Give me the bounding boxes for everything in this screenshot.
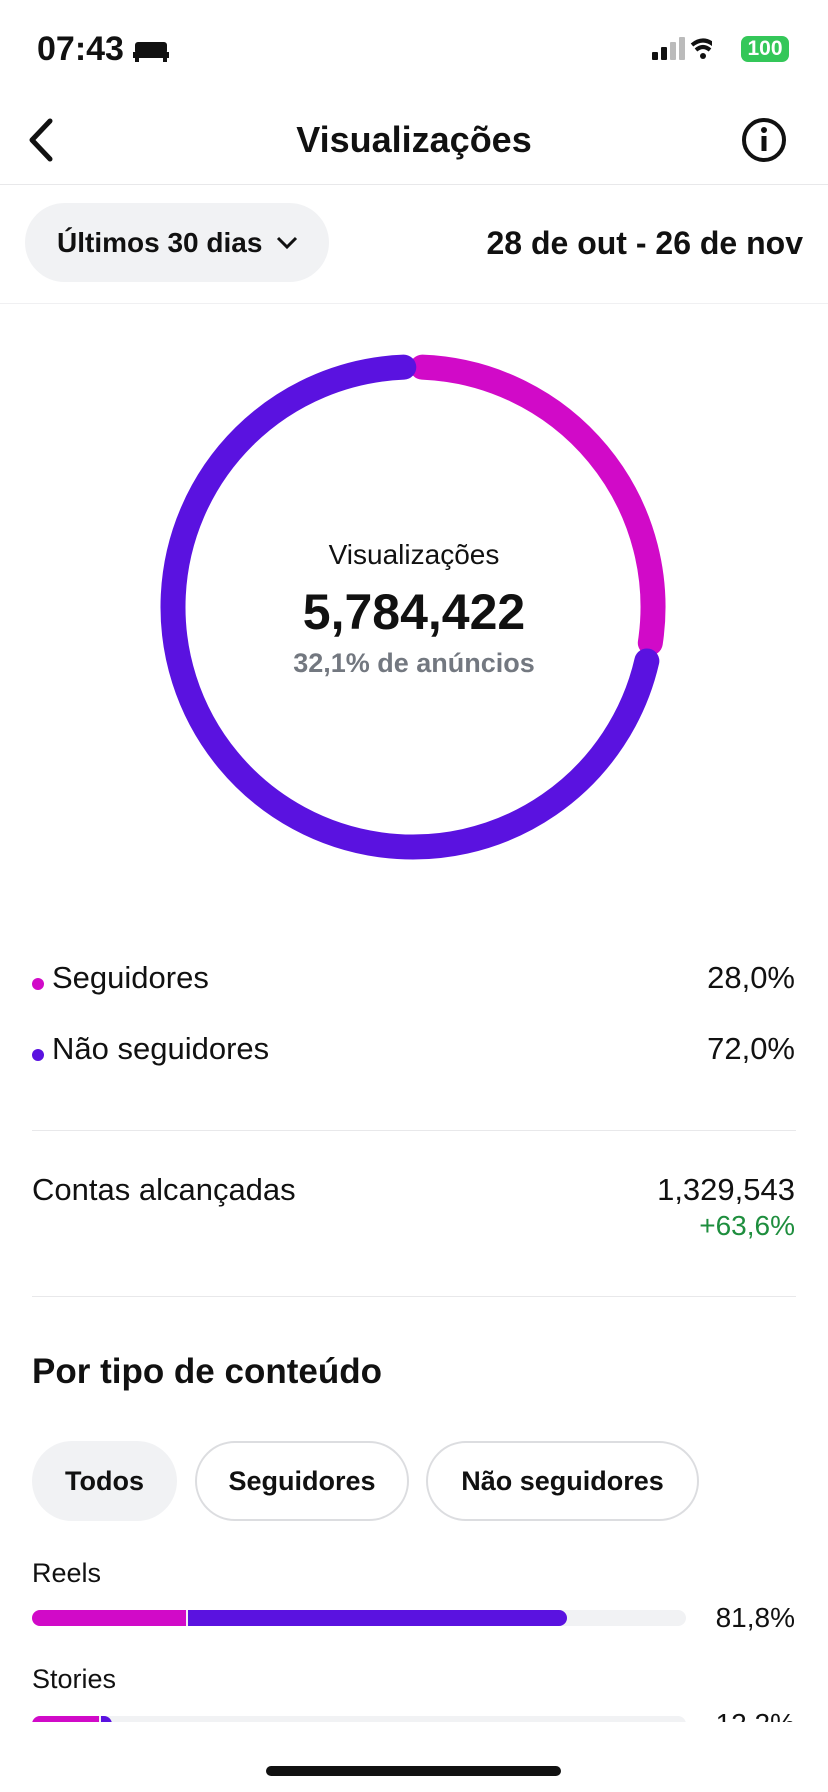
donut-total: 5,784,422 <box>302 584 526 640</box>
legend-dot <box>32 1049 44 1061</box>
divider <box>0 303 828 304</box>
back-button[interactable] <box>26 118 56 162</box>
row-label: Stories <box>32 1664 117 1694</box>
divider <box>32 1130 796 1131</box>
bar-segment <box>32 1716 100 1722</box>
legend-value: 28,0% <box>707 960 795 995</box>
bar-segment <box>188 1610 567 1626</box>
period-selector[interactable]: Últimos 30 dias <box>25 203 329 282</box>
bar-segment <box>32 1610 187 1626</box>
donut-segment <box>409 354 666 656</box>
ads-share: 32,1% de anúncios <box>293 648 535 678</box>
legend-name: Não seguidores <box>52 1031 270 1066</box>
reach-value: 1,329,543 <box>657 1172 795 1207</box>
legend-name: Seguidores <box>52 960 209 995</box>
bar-segment <box>101 1716 112 1722</box>
legend-dot <box>32 978 44 990</box>
tab[interactable]: Não seguidores <box>426 1441 699 1521</box>
row-value: 12,2% <box>716 1708 795 1722</box>
reach-change: +63,6% <box>699 1210 795 1241</box>
header-title: Visualizações <box>296 119 532 160</box>
donut-segment <box>160 354 660 860</box>
donut-chart <box>160 354 666 860</box>
section-title: Por tipo de conteúdo <box>32 1352 382 1391</box>
sleep-icon <box>133 42 169 62</box>
row-value: 81,8% <box>715 1602 795 1633</box>
divider <box>0 184 828 185</box>
divider <box>32 1296 796 1297</box>
battery: 100 <box>741 36 789 62</box>
donut-label: Visualizações <box>328 539 500 570</box>
status-time: 07:43 <box>37 30 124 68</box>
content-rows: Reels 81,8% Stories 12,2% <box>32 1558 795 1722</box>
chevron <box>276 236 298 250</box>
bar-track <box>32 1716 686 1722</box>
row-label: Reels <box>32 1558 102 1588</box>
signal-wifi <box>652 37 712 60</box>
info-button[interactable] <box>740 116 788 164</box>
period-label: Últimos 30 dias <box>57 227 263 258</box>
reach-label: Contas alcançadas <box>32 1172 296 1207</box>
tab[interactable]: Seguidores <box>195 1441 409 1521</box>
tab[interactable]: Todos <box>32 1441 177 1521</box>
home-indicator <box>266 1766 561 1776</box>
legend-value: 72,0% <box>707 1031 795 1066</box>
date-range: 28 de out - 26 de nov <box>486 225 803 261</box>
